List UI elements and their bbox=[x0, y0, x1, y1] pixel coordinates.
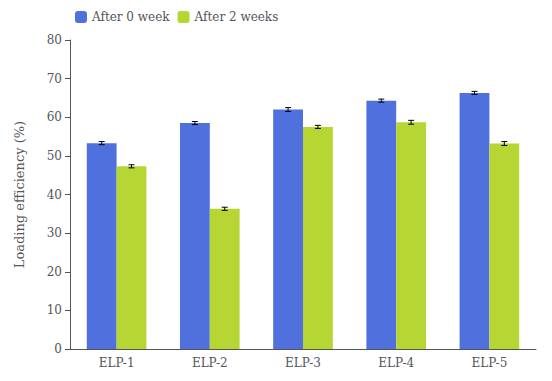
svg-text:60: 60 bbox=[47, 110, 62, 124]
svg-text:After 2 weeks: After 2 weeks bbox=[194, 10, 279, 24]
svg-text:20: 20 bbox=[47, 265, 62, 279]
svg-text:70: 70 bbox=[47, 72, 62, 86]
svg-text:30: 30 bbox=[47, 226, 62, 240]
svg-text:ELP-5: ELP-5 bbox=[471, 356, 507, 370]
svg-text:ELP-1: ELP-1 bbox=[99, 356, 135, 370]
svg-text:40: 40 bbox=[47, 188, 62, 202]
svg-text:ELP-4: ELP-4 bbox=[378, 356, 414, 370]
svg-text:0: 0 bbox=[54, 342, 62, 356]
svg-text:After 0 week: After 0 week bbox=[91, 10, 170, 24]
svg-text:10: 10 bbox=[47, 303, 62, 317]
svg-text:50: 50 bbox=[47, 149, 62, 163]
svg-text:ELP-3: ELP-3 bbox=[285, 356, 321, 370]
svg-text:Loading efficiency (%): Loading efficiency (%) bbox=[12, 121, 27, 268]
svg-text:ELP-2: ELP-2 bbox=[192, 356, 228, 370]
svg-text:80: 80 bbox=[47, 33, 62, 47]
